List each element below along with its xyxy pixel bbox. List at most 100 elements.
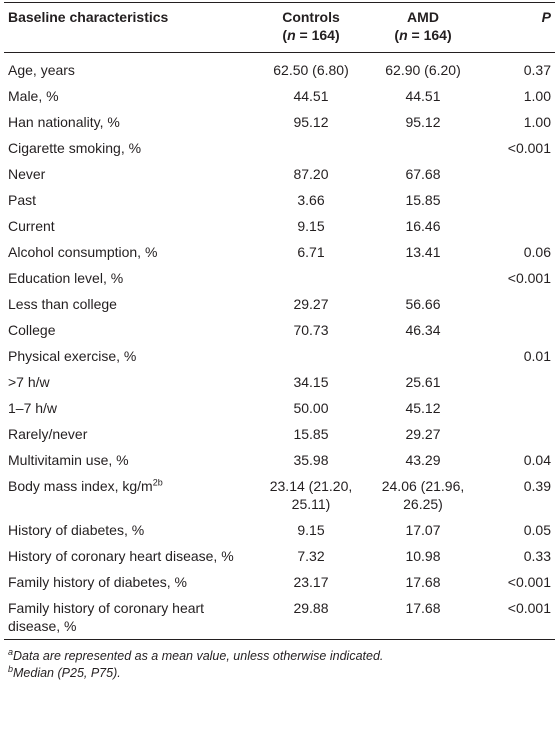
header-count-open: ( xyxy=(394,27,400,43)
table-cell xyxy=(250,265,372,291)
cell-text: Family history of diabetes, % xyxy=(8,574,187,590)
header-cell: P xyxy=(474,3,555,53)
cell-text: 17.07 xyxy=(405,522,441,538)
table-cell xyxy=(474,421,555,447)
table-row: Body mass index, kg/m2b 23.14 (21.20, 25.… xyxy=(4,473,555,517)
table-cell: <0.001 xyxy=(474,265,555,291)
table-cell: 0.37 xyxy=(474,53,555,84)
table-cell: 0.39 xyxy=(474,473,555,517)
cell-text: 25.61 xyxy=(405,374,441,390)
cell-text: College xyxy=(8,322,56,338)
table-cell: Multivitamin use, % xyxy=(4,447,250,473)
table-cell: History of coronary heart disease, % xyxy=(4,543,250,569)
cell-text: 0.06 xyxy=(523,244,551,260)
cell-text: Male, % xyxy=(8,88,59,104)
table-cell: Education level, % xyxy=(4,265,250,291)
cell-text: 46.34 xyxy=(405,322,441,338)
table-cell: <0.001 xyxy=(474,595,555,640)
table-cell xyxy=(474,161,555,187)
header-count-var: n xyxy=(287,27,296,43)
table-row: History of coronary heart disease, % 7.32… xyxy=(4,543,555,569)
table-cell: 62.50 (6.80) xyxy=(250,53,372,84)
cell-text: 15.85 xyxy=(293,426,329,442)
table-cell: 0.06 xyxy=(474,239,555,265)
cell-text: 1.00 xyxy=(523,114,551,130)
table-cell: 67.68 xyxy=(372,161,474,187)
cell-text: 56.66 xyxy=(405,296,441,312)
header-cell: Baseline characteristics xyxy=(4,3,250,53)
table-cell: 29.27 xyxy=(250,291,372,317)
cell-text: 62.90 (6.20) xyxy=(385,62,461,78)
cell-text: Body mass index, kg/m xyxy=(8,478,153,494)
table-row: Cigarette smoking, % <0.001 xyxy=(4,135,555,161)
table-cell: <0.001 xyxy=(474,135,555,161)
table-cell: 70.73 xyxy=(250,317,372,343)
cell-text: <0.001 xyxy=(507,140,551,156)
cell-text: >7 h/w xyxy=(8,374,50,390)
table-cell: Han nationality, % xyxy=(4,109,250,135)
table-cell: 16.46 xyxy=(372,213,474,239)
cell-text: 16.46 xyxy=(405,218,441,234)
table-cell: Cigarette smoking, % xyxy=(4,135,250,161)
header-label: Baseline characteristics xyxy=(8,9,169,25)
table-cell: Past xyxy=(4,187,250,213)
cell-text: 29.88 xyxy=(293,600,329,616)
cell-text: 1.00 xyxy=(523,88,551,104)
cell-text: 0.33 xyxy=(523,548,551,564)
table-cell: 9.15 xyxy=(250,213,372,239)
footnote-text: Median (P25, P75). xyxy=(13,666,121,680)
table-cell: 0.05 xyxy=(474,517,555,543)
cell-text: 0.37 xyxy=(523,62,551,78)
cell-text: History of diabetes, % xyxy=(8,522,145,538)
table-cell: Male, % xyxy=(4,83,250,109)
table-cell: 44.51 xyxy=(250,83,372,109)
table-cell: 95.12 xyxy=(372,109,474,135)
table-cell: 6.71 xyxy=(250,239,372,265)
cell-text: 0.04 xyxy=(523,452,551,468)
table-row: >7 h/w 34.15 25.61 xyxy=(4,369,555,395)
table-cell xyxy=(250,135,372,161)
cell-text: 62.50 (6.80) xyxy=(273,62,349,78)
table-cell: 50.00 xyxy=(250,395,372,421)
table-row: Age, years 62.50 (6.80) 62.90 (6.20) 0.37 xyxy=(4,53,555,84)
table-cell: 17.68 xyxy=(372,595,474,640)
table-row: Physical exercise, % 0.01 xyxy=(4,343,555,369)
table-cell: 9.15 xyxy=(250,517,372,543)
table-row: Alcohol consumption, % 6.71 13.41 0.06 xyxy=(4,239,555,265)
table-cell xyxy=(372,265,474,291)
cell-text: Rarely/never xyxy=(8,426,88,442)
cell-text: 44.51 xyxy=(405,88,441,104)
header-cell: Controls (n = 164) xyxy=(250,3,372,53)
header-label: AMD xyxy=(407,9,439,25)
table-cell: 15.85 xyxy=(250,421,372,447)
header-count-rest: = 164) xyxy=(407,27,452,43)
cell-text: 23.17 xyxy=(293,574,329,590)
header-label: Controls xyxy=(282,9,340,25)
cell-text: Past xyxy=(8,192,37,208)
table-cell xyxy=(372,135,474,161)
cell-text: 45.12 xyxy=(405,400,441,416)
table-cell: 34.15 xyxy=(250,369,372,395)
table-cell xyxy=(372,343,474,369)
cell-text: <0.001 xyxy=(507,600,551,616)
cell-text: 23.14 (21.20, 25.11) xyxy=(269,478,353,512)
footnote: aData are represented as a mean value, u… xyxy=(8,647,559,665)
footnotes: aData are represented as a mean value, u… xyxy=(8,647,559,682)
cell-text: Less than college xyxy=(8,296,117,312)
cell-text: Multivitamin use, % xyxy=(8,452,129,468)
table-cell: 0.04 xyxy=(474,447,555,473)
footnote-text: Data are represented as a mean value, un… xyxy=(13,649,384,663)
table-cell: 25.61 xyxy=(372,369,474,395)
cell-text: 24.06 (21.96, 26.25) xyxy=(381,478,465,512)
table-cell: Never xyxy=(4,161,250,187)
table-row: 1–7 h/w 50.00 45.12 xyxy=(4,395,555,421)
table-cell: Family history of diabetes, % xyxy=(4,569,250,595)
table-row: Current 9.15 16.46 xyxy=(4,213,555,239)
footnote: bMedian (P25, P75). xyxy=(8,664,559,682)
cell-text: <0.001 xyxy=(507,574,551,590)
cell-text: 35.98 xyxy=(293,452,329,468)
cell-text: Alcohol consumption, % xyxy=(8,244,158,260)
table-cell: 10.98 xyxy=(372,543,474,569)
table-cell: 0.33 xyxy=(474,543,555,569)
cell-text: Physical exercise, % xyxy=(8,348,137,364)
